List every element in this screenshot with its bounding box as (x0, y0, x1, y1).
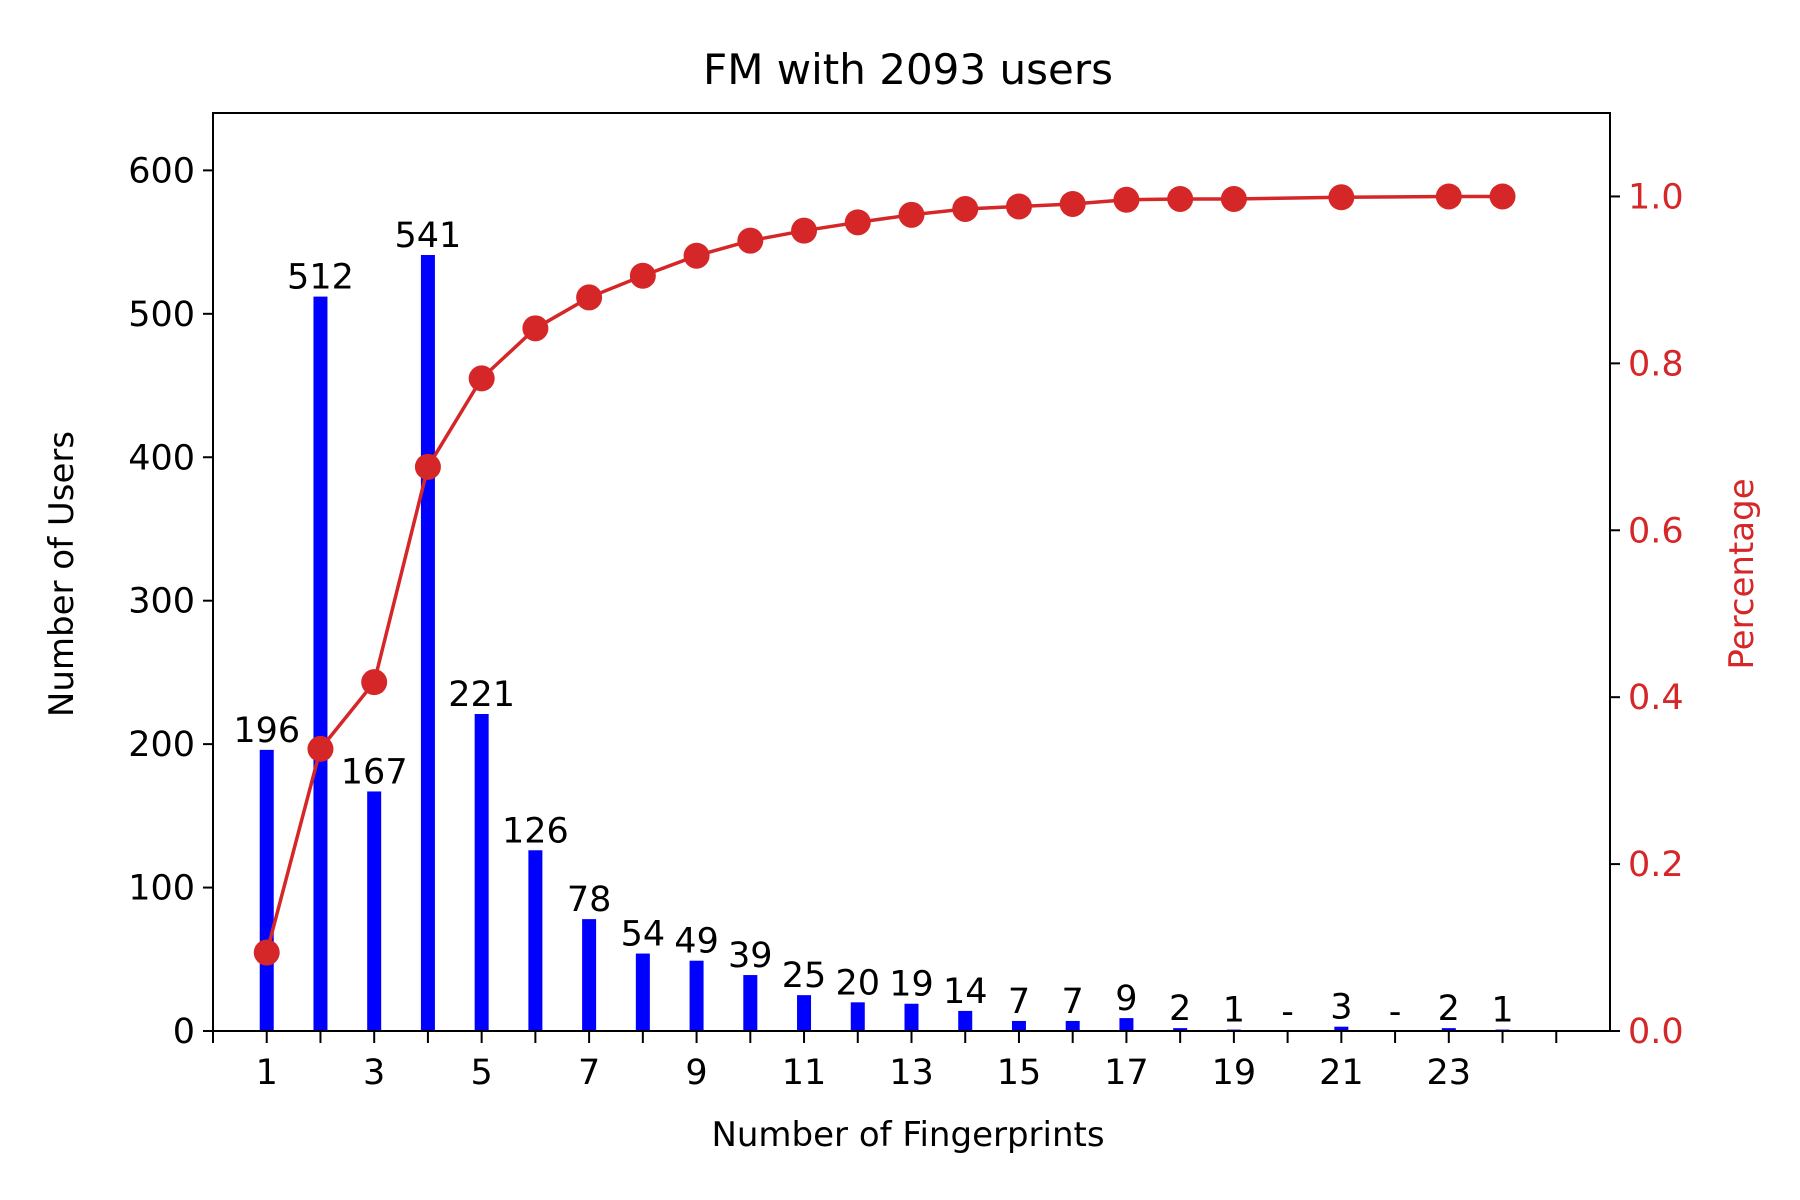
cumulative-point (468, 365, 495, 392)
bar-data-label: 541 (395, 216, 462, 256)
y-tick-label: 600 (128, 151, 195, 191)
bar-data-label: 512 (287, 258, 354, 298)
bar (850, 1002, 865, 1031)
cumulative-point (1005, 193, 1032, 220)
bar-data-label: 221 (448, 675, 515, 715)
y2-tick-label: 0.8 (1628, 344, 1684, 384)
bar (904, 1003, 919, 1031)
cumulative-point (1489, 183, 1516, 210)
cumulative-point (1167, 185, 1194, 212)
y2-tick-label: 0.6 (1628, 511, 1684, 551)
y-axis-label: Number of Users (42, 431, 82, 717)
chart-title: FM with 2093 users (703, 45, 1113, 94)
cumulative-point (1435, 183, 1462, 210)
bar-data-label: 9 (1115, 979, 1137, 1019)
x-tick-label: 11 (782, 1053, 827, 1093)
y-tick-label: 300 (128, 582, 195, 622)
cumulative-point (683, 242, 710, 269)
bar-data-label: 25 (782, 956, 827, 996)
bar-data-label: 20 (835, 963, 880, 1003)
bar-data-label: 39 (728, 936, 773, 976)
bar (797, 995, 812, 1031)
y-tick-label: 400 (128, 438, 195, 478)
y-tick-label: 200 (128, 725, 195, 765)
bar (1173, 1028, 1188, 1031)
bar (259, 749, 274, 1031)
bar-data-label: 1 (1223, 991, 1245, 1031)
cumulative-line (265, 194, 1503, 953)
y2-tick-label: 1.0 (1628, 177, 1684, 217)
cumulative-point (307, 735, 334, 762)
y2-axis-label: Percentage (1722, 478, 1762, 669)
bar (582, 919, 597, 1031)
bar-data-label: 14 (943, 972, 988, 1012)
x-tick-label: 17 (1104, 1053, 1149, 1093)
bar-data-label: 126 (502, 811, 569, 851)
x-tick-label: 15 (997, 1053, 1042, 1093)
cumulative-point (1328, 184, 1355, 211)
x-tick-label: 7 (578, 1053, 600, 1093)
bar-data-label: 1 (1491, 991, 1513, 1031)
bar (958, 1010, 973, 1031)
x-tick-label: 13 (889, 1053, 934, 1093)
bar (474, 714, 489, 1031)
bar-data-label: 196 (233, 711, 300, 751)
cumulative-point (737, 227, 764, 254)
x-tick-label: 9 (685, 1053, 707, 1093)
bar (1119, 1018, 1134, 1031)
y2-tick-label: 0.4 (1628, 678, 1684, 718)
bar (1065, 1020, 1080, 1031)
bar (313, 296, 328, 1032)
bar-data-label: - (1389, 992, 1402, 1032)
x-tick-label: 19 (1212, 1053, 1257, 1093)
bar (420, 255, 435, 1032)
cumulative-point (253, 939, 280, 966)
y-tick-label: 500 (128, 295, 195, 335)
bar (1011, 1020, 1026, 1031)
bar-data-label: - (1281, 992, 1294, 1032)
y2-tick-label: 0.2 (1628, 845, 1684, 885)
bar (528, 850, 543, 1031)
bar (743, 975, 758, 1031)
bar-data-label: 78 (567, 880, 612, 920)
bar-data-label: 49 (674, 922, 719, 962)
bar-data-label: 54 (621, 915, 666, 955)
bar-data-label: 2 (1169, 989, 1191, 1029)
x-axis-label: Number of Fingerprints (711, 1115, 1104, 1155)
cumulative-point (844, 209, 871, 236)
cumulative-point (1113, 186, 1140, 213)
y2-tick-label: 0.0 (1628, 1012, 1684, 1052)
bar-data-label: 7 (1008, 982, 1030, 1022)
bar (635, 953, 650, 1031)
bar-data-label: 3 (1330, 988, 1352, 1028)
cumulative-point (898, 201, 925, 228)
y-tick-label: 100 (128, 869, 195, 909)
bar (689, 960, 704, 1031)
cumulative-point (361, 669, 388, 696)
bar (367, 791, 382, 1031)
bar (1441, 1028, 1456, 1031)
x-tick-label: 1 (256, 1053, 278, 1093)
cumulative-point (629, 262, 656, 289)
x-tick-label: 5 (471, 1053, 493, 1093)
x-tick-label: 21 (1319, 1053, 1364, 1093)
cumulative-point (576, 284, 603, 311)
y-tick-label: 0 (173, 1012, 195, 1052)
bar-data-label: 7 (1062, 982, 1084, 1022)
bar-data-label: 167 (341, 752, 408, 792)
cumulative-point (791, 217, 818, 244)
cumulative-point (522, 315, 549, 342)
bar (1334, 1026, 1349, 1031)
x-tick-label: 23 (1427, 1053, 1472, 1093)
x-tick-label: 3 (363, 1053, 385, 1093)
bar-data-label: 2 (1438, 989, 1460, 1029)
cumulative-point (414, 453, 441, 480)
bar-data-label: 19 (889, 965, 934, 1005)
cumulative-point (1059, 190, 1086, 217)
cumulative-point (1220, 185, 1247, 212)
cumulative-point (952, 195, 979, 222)
